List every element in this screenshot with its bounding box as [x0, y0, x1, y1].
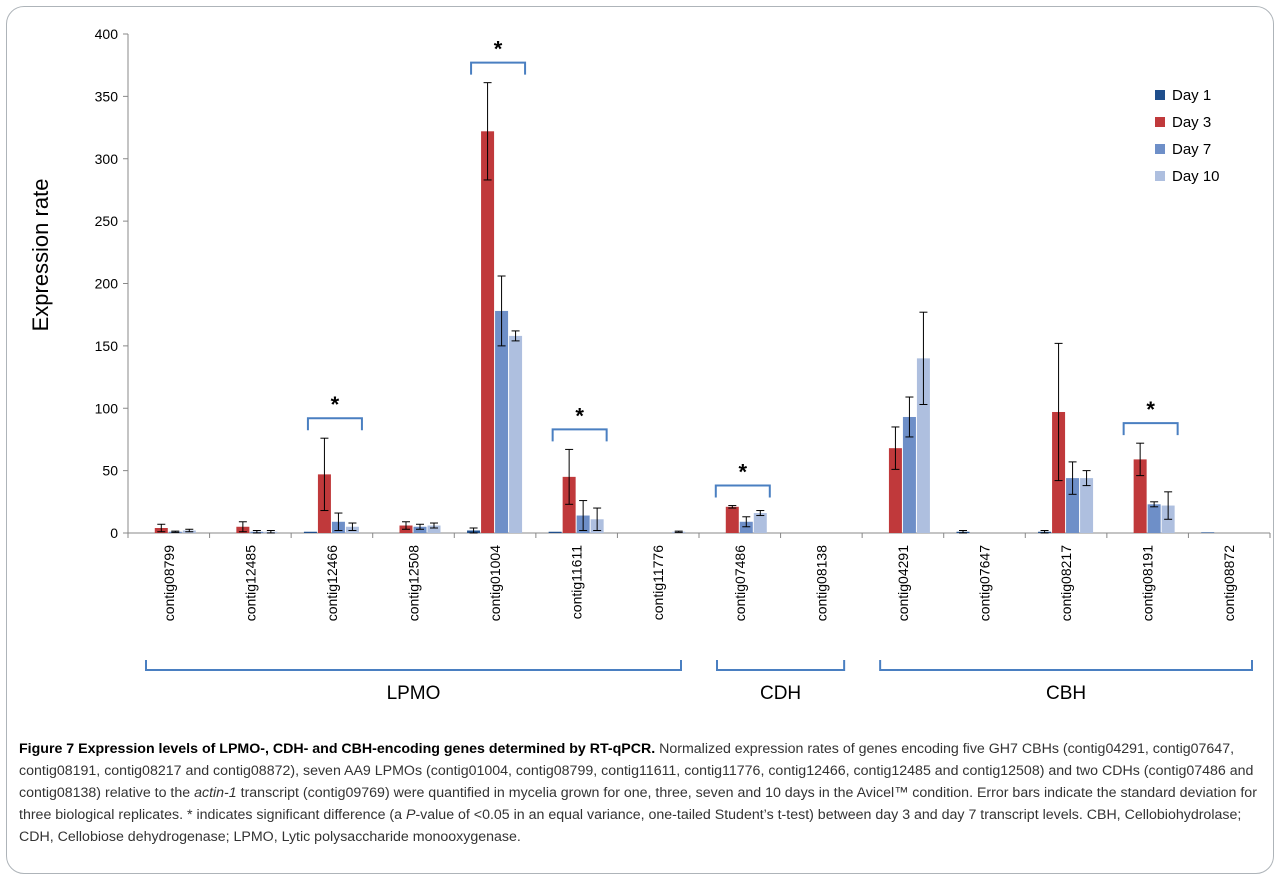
- significance-star: *: [739, 460, 748, 485]
- caption-text-3: -value of <0.05 in an equal variance, on…: [19, 807, 1242, 845]
- y-tick-label: 350: [95, 88, 119, 104]
- category-label: contig12485: [242, 545, 258, 622]
- y-tick-label: 300: [95, 151, 119, 167]
- caption-text-2: transcript (contig09769) were quantified…: [19, 785, 1257, 823]
- legend-swatch: [1155, 171, 1165, 181]
- significance-star: *: [331, 392, 340, 417]
- category-label: contig01004: [487, 545, 503, 622]
- significance-star: *: [494, 37, 503, 62]
- legend-label: Day 7: [1172, 141, 1211, 158]
- bar: [495, 310, 509, 533]
- category-label: contig12466: [324, 545, 340, 622]
- category-labels: contig08799 contig12485 contig12466 contig1…: [161, 545, 1237, 622]
- chart-bars: [154, 131, 1215, 533]
- y-axis-title: Expression rate: [28, 179, 53, 332]
- significance-bracket: [551, 428, 608, 442]
- bar: [902, 416, 916, 533]
- caption-italic-1: actin-1: [194, 785, 237, 801]
- legend-label: Day 10: [1172, 168, 1220, 185]
- category-label: contig12508: [406, 545, 422, 622]
- legend-swatch: [1155, 90, 1165, 100]
- category-label: contig08872: [1221, 545, 1237, 622]
- y-tick-label: 400: [95, 26, 119, 42]
- category-label: contig04291: [895, 545, 911, 622]
- y-tick-label: 200: [95, 276, 119, 292]
- significance-markers: * * * * *: [306, 37, 1179, 498]
- chart-legend: Day 1 Day 3 Day 7 Day 10: [1155, 87, 1220, 185]
- significance-star: *: [1146, 397, 1155, 422]
- bar: [739, 521, 753, 533]
- caption-title: Figure 7 Expression levels of LPMO-, CDH…: [19, 741, 656, 757]
- category-label: contig07647: [977, 545, 993, 622]
- legend-label: Day 3: [1172, 114, 1211, 131]
- bar: [303, 531, 317, 533]
- chart-error-bars: [157, 82, 1173, 534]
- bar-chart: 0 50 100 150 200 250 300 350 400 * * * * * contig087…: [28, 26, 1271, 704]
- bar: [562, 476, 576, 533]
- significance-bracket: [470, 61, 527, 75]
- caption-italic-2: P: [405, 807, 416, 823]
- bar: [1080, 478, 1094, 533]
- group-label: CDH: [760, 683, 801, 704]
- bar: [725, 506, 739, 533]
- y-tick-label: 0: [110, 525, 118, 541]
- category-label: contig08138: [813, 545, 829, 622]
- bar: [413, 526, 427, 533]
- legend-swatch: [1155, 144, 1165, 154]
- bar: [753, 513, 767, 533]
- caption-text-1: Normalized expression rates of genes enc…: [19, 741, 1254, 801]
- bar: [548, 531, 562, 533]
- category-label: contig08217: [1058, 545, 1074, 622]
- y-tick-label: 150: [95, 338, 119, 354]
- y-tick-label: 100: [95, 400, 119, 416]
- bar: [481, 131, 495, 533]
- bar: [1201, 532, 1215, 533]
- significance-bracket: [714, 484, 771, 498]
- category-label: contig11611: [569, 545, 585, 619]
- chart-axes: 0 50 100 150 200 250 300 350 400: [95, 26, 1271, 541]
- group-label: LPMO: [387, 683, 441, 704]
- y-tick-label: 50: [102, 463, 118, 479]
- category-label: contig08799: [161, 545, 177, 622]
- category-label: contig11776: [650, 545, 666, 620]
- group-bracket: [879, 660, 1253, 671]
- group-bracket: [716, 660, 846, 671]
- category-label: contig08191: [1140, 545, 1156, 622]
- bar: [509, 335, 523, 533]
- significance-star: *: [575, 403, 584, 428]
- bar: [916, 358, 930, 533]
- category-label: contig07486: [732, 545, 748, 622]
- group-bracket: [145, 660, 682, 671]
- significance-bracket: [306, 417, 363, 431]
- significance-bracket: [1122, 422, 1179, 436]
- figure-caption: Figure 7 Expression levels of LPMO-, CDH…: [19, 738, 1264, 848]
- legend-swatch: [1155, 117, 1165, 127]
- legend-label: Day 1: [1172, 87, 1211, 104]
- bar: [427, 525, 441, 533]
- bar: [1147, 504, 1161, 533]
- y-tick-label: 250: [95, 213, 119, 229]
- bar: [1133, 459, 1147, 533]
- group-brackets: LPMO CDH CBH: [145, 660, 1253, 704]
- bar: [1066, 478, 1080, 533]
- group-label: CBH: [1046, 683, 1086, 704]
